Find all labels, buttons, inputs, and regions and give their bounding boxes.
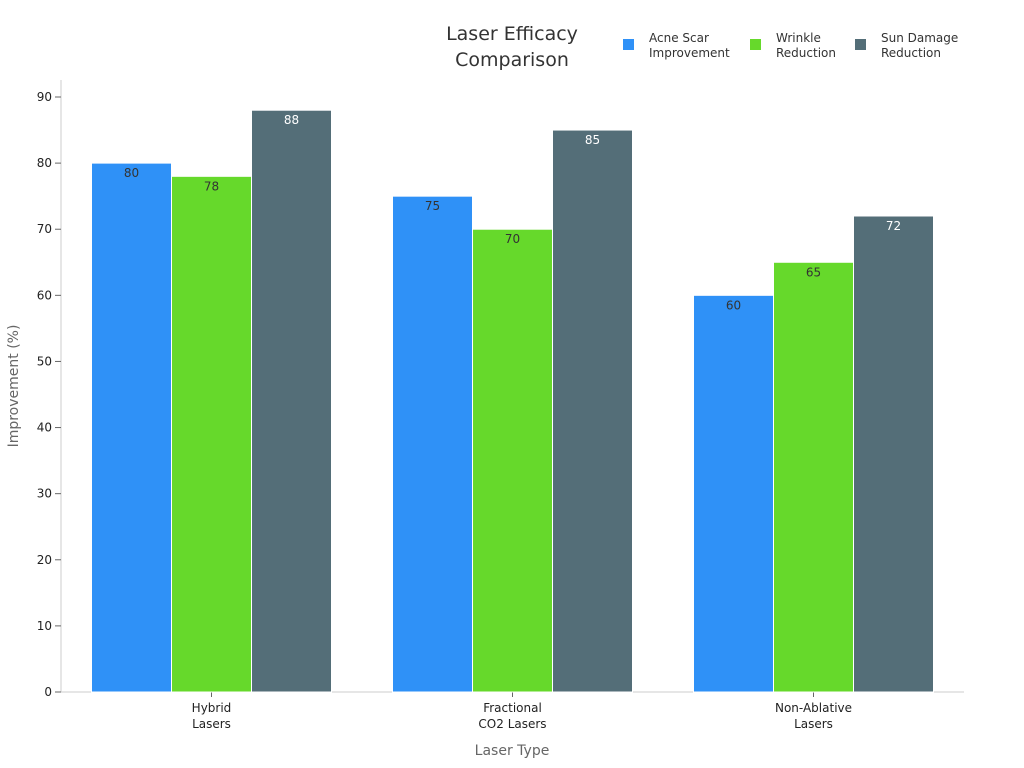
y-tick-label: 30: [37, 487, 52, 501]
data-label: 88: [284, 113, 299, 127]
legend-label: Acne Scar Improvement: [649, 31, 730, 60]
chart-title-text-line: Laser Efficacy: [446, 23, 578, 45]
legend-swatch: [623, 39, 634, 50]
bar: [251, 109, 332, 693]
data-label-line: 70: [505, 232, 520, 246]
bar: [392, 195, 473, 693]
y-tick-label: 40: [37, 421, 52, 435]
data-label-line: 85: [585, 133, 600, 147]
y-tick-label-line: 10: [37, 619, 52, 633]
bar: [853, 215, 934, 693]
y-tick-label-line: 50: [37, 354, 52, 368]
data-label-line: 78: [204, 179, 219, 193]
x-tick-label-line: Fractional: [483, 701, 542, 715]
y-tick-label: 90: [37, 90, 52, 104]
data-label: 80: [124, 166, 139, 180]
y-tick-label: 20: [37, 553, 52, 567]
y-tick-label-line: 30: [37, 487, 52, 501]
data-label: 75: [425, 199, 440, 213]
y-tick-label-line: 0: [44, 685, 52, 699]
data-label: 85: [585, 133, 600, 147]
x-tick-label: Non-Ablative Lasers: [775, 701, 852, 731]
x-tick-label-line: Lasers: [794, 717, 833, 731]
chart-title-text-line: Comparison: [455, 49, 569, 71]
legend-label-line: Sun Damage: [881, 31, 958, 45]
y-tick-label: 50: [37, 354, 52, 368]
x-tick-label-line: Non-Ablative: [775, 701, 852, 715]
data-label-line: 88: [284, 113, 299, 127]
y-tick-label-line: 60: [37, 288, 52, 302]
chart-title: Laser Efficacy Comparison: [446, 23, 578, 71]
bars: [91, 109, 934, 693]
x-tick-label: Fractional CO2 Lasers: [478, 701, 546, 731]
data-label: 78: [204, 179, 219, 193]
data-label: 60: [726, 298, 741, 312]
bar: [693, 294, 774, 693]
x-axis-title: Laser Type: [475, 743, 550, 759]
x-tick-label-line: Hybrid: [192, 701, 232, 715]
data-label: 70: [505, 232, 520, 246]
legend-label: Sun Damage Reduction: [881, 31, 958, 60]
x-tick-label: Hybrid Lasers: [192, 701, 232, 731]
x-axis-title-line: Laser Type: [475, 743, 550, 759]
data-label-line: 80: [124, 166, 139, 180]
legend-label-line: Improvement: [649, 46, 730, 60]
legend-label-line: Reduction: [776, 46, 836, 60]
legend-label-line: Reduction: [881, 46, 941, 60]
legend-swatch: [855, 39, 866, 50]
legend-swatch: [750, 39, 761, 50]
legend-label-line: Acne Scar: [649, 31, 709, 45]
y-tick-label-line: 70: [37, 222, 52, 236]
chart-title-text: Laser Efficacy Comparison: [446, 23, 578, 71]
y-tick-label-line: 90: [37, 90, 52, 104]
data-label-line: 65: [806, 265, 821, 279]
data-label-line: 72: [886, 219, 901, 233]
data-labels: 80 78 88 75 70 85 60 65 72: [124, 113, 901, 312]
y-tick-label-line: 40: [37, 421, 52, 435]
y-tick-label-line: 20: [37, 553, 52, 567]
data-label-line: 60: [726, 298, 741, 312]
bar: [552, 129, 633, 693]
y-axis: 0 10 20 30 40 50 60 70 80 90 Improvement (%): [6, 80, 62, 699]
y-tick-label: 60: [37, 288, 52, 302]
y-axis-title: Improvement (%): [6, 325, 22, 448]
x-tick-label-line: Lasers: [192, 717, 231, 731]
data-label: 65: [806, 265, 821, 279]
y-tick-label: 80: [37, 156, 52, 170]
y-axis-title-line: Improvement (%): [6, 325, 22, 448]
data-label: 72: [886, 219, 901, 233]
bar: [91, 162, 172, 693]
data-label-line: 75: [425, 199, 440, 213]
y-tick-label-line: 80: [37, 156, 52, 170]
y-tick-label: 70: [37, 222, 52, 236]
legend-label: Wrinkle Reduction: [776, 31, 836, 60]
bar: [472, 228, 553, 693]
bar: [773, 261, 854, 693]
y-tick-label: 10: [37, 619, 52, 633]
legend-label-line: Wrinkle: [776, 31, 821, 45]
bar: [171, 175, 252, 693]
x-axis: Laser Type Hybrid Lasers Fractional CO2 Lase…: [61, 691, 964, 759]
x-tick-label-line: CO2 Lasers: [478, 717, 546, 731]
y-tick-label: 0: [44, 685, 52, 699]
